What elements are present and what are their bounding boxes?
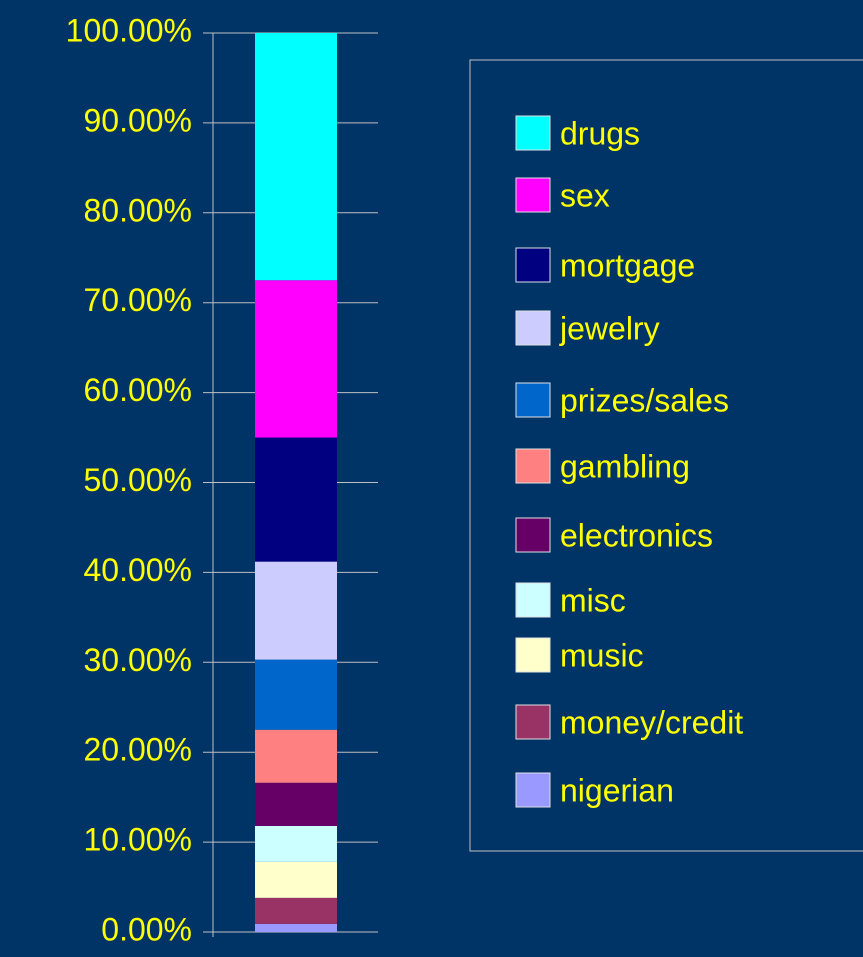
y-tick-label: 30.00% <box>83 642 192 678</box>
y-tick-label: 60.00% <box>83 372 192 408</box>
y-tick-label: 40.00% <box>83 552 192 588</box>
bar-segment <box>255 437 337 562</box>
y-tick-label: 70.00% <box>83 282 192 318</box>
bar-segment <box>255 782 337 826</box>
legend-box <box>469 59 863 852</box>
legend-label: sex <box>560 177 610 213</box>
y-tick-label: 100.00% <box>66 12 192 48</box>
legend-swatch <box>515 772 551 808</box>
legend-label: nigerian <box>560 772 674 808</box>
bar-segment <box>255 659 337 730</box>
bar-segment <box>255 861 337 898</box>
legend-swatch <box>515 517 551 553</box>
legend-label: gambling <box>560 448 690 484</box>
legend-label: mortgage <box>560 247 695 283</box>
y-tick-label: 10.00% <box>83 822 192 858</box>
legend-swatch <box>515 115 551 151</box>
legend-swatch <box>515 310 551 346</box>
legend-label: drugs <box>560 115 640 151</box>
y-tick-label: 20.00% <box>83 732 192 768</box>
legend-label: jewelry <box>559 310 660 346</box>
y-tick-label: 90.00% <box>83 102 192 138</box>
legend-swatch <box>515 582 551 618</box>
bar-segment <box>255 280 337 438</box>
legend-swatch <box>515 177 551 213</box>
legend-label: money/credit <box>560 704 743 740</box>
bar-segment <box>255 561 337 660</box>
bar-segment <box>255 825 337 862</box>
y-tick-label: 50.00% <box>83 462 192 498</box>
legend-swatch <box>515 637 551 673</box>
bar-segment <box>255 33 337 281</box>
legend-swatch <box>515 704 551 740</box>
bar-segment <box>255 729 337 783</box>
legend-swatch <box>515 247 551 283</box>
y-tick-label: 80.00% <box>83 192 192 228</box>
legend-swatch <box>515 382 551 418</box>
legend-label: prizes/sales <box>560 382 729 418</box>
y-tick-label: 0.00% <box>101 911 192 947</box>
legend-label: electronics <box>560 517 713 553</box>
legend-swatch <box>515 448 551 484</box>
legend-label: misc <box>560 582 626 618</box>
legend-label: music <box>560 637 644 673</box>
bar-segment <box>255 923 337 932</box>
bar-segment <box>255 897 337 924</box>
